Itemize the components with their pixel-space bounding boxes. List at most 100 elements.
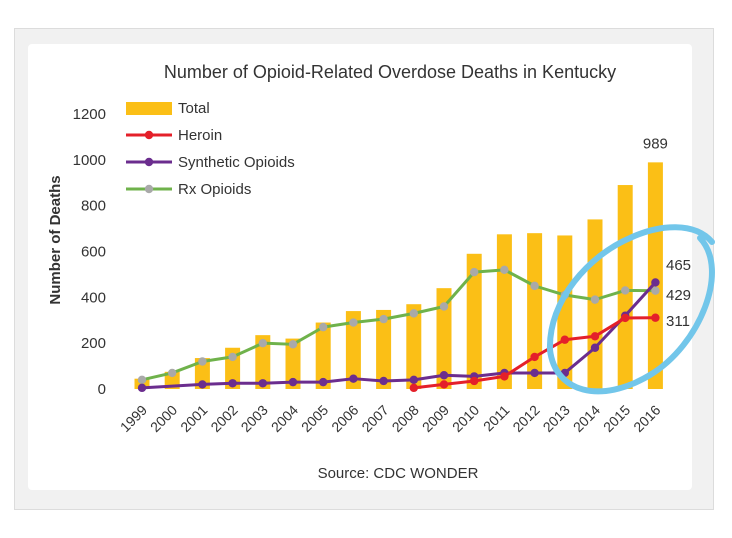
x-tick-label: 2002 (207, 402, 240, 435)
y-tick-label: 600 (81, 244, 106, 261)
legend-label: Rx Opioids (178, 181, 251, 198)
bar-total (587, 219, 603, 389)
point-synthetic-opioids (530, 368, 539, 378)
point-rx-opioids (137, 375, 147, 385)
point-heroin (530, 352, 539, 362)
x-tick-label: 2009 (419, 402, 452, 435)
x-tick-label: 2003 (238, 402, 271, 435)
legend-label: Synthetic Opioids (178, 154, 295, 171)
total-bars (134, 162, 663, 389)
point-rx-opioids (288, 340, 298, 349)
point-heroin (439, 380, 449, 389)
x-tick-label: 2011 (480, 402, 513, 435)
point-rx-opioids (258, 338, 267, 348)
legend-label: Total (178, 100, 210, 117)
legend-marker-synthetic-opioids (144, 157, 154, 167)
point-heroin (651, 313, 660, 322)
data-label: 465 (666, 257, 691, 274)
x-tick-label: 2001 (177, 402, 210, 435)
bar-total (194, 358, 210, 389)
x-tick-label: 2006 (328, 402, 361, 435)
point-synthetic-opioids (137, 383, 147, 393)
point-synthetic-opioids (288, 377, 298, 387)
x-tick-label: 2016 (630, 402, 663, 435)
legend-label: Heroin (178, 127, 222, 144)
x-tick-label: 2005 (298, 402, 331, 435)
annotations: 989 465 429 311 (643, 135, 691, 330)
highlight-circle (546, 224, 715, 395)
bar-total (345, 311, 361, 389)
x-tick-label: 2008 (389, 402, 422, 435)
y-tick-label: 1200 (73, 106, 106, 123)
legend: Total Heroin Synthetic Opioids Rx Opioids (126, 100, 295, 198)
point-synthetic-opioids (319, 377, 328, 387)
point-synthetic-opioids (439, 371, 449, 380)
bar-total (376, 309, 392, 389)
y-axis-ticks: 0 200 400 600 800 1000 1200 (73, 106, 106, 398)
legend-swatch-total (126, 102, 172, 115)
point-rx-opioids (168, 368, 177, 378)
point-synthetic-opioids (379, 376, 388, 386)
y-tick-label: 200 (81, 335, 106, 352)
bar-total (315, 322, 331, 389)
point-synthetic-opioids (651, 278, 660, 287)
bar-total (647, 162, 663, 389)
point-rx-opioids (530, 281, 539, 291)
y-axis-label: Number of Deaths (47, 175, 64, 304)
legend-marker-rx-opioids (144, 184, 154, 194)
point-rx-opioids (621, 286, 630, 295)
line-rx-opioids (141, 268, 656, 382)
x-tick-label: 2004 (268, 402, 301, 435)
bar-total (406, 304, 422, 389)
bar-total (496, 234, 512, 389)
point-heroin (500, 372, 509, 381)
bar-total (255, 335, 271, 389)
point-rx-opioids (500, 265, 509, 275)
point-rx-opioids (349, 318, 358, 327)
x-tick-label: 1999 (117, 402, 150, 435)
y-tick-label: 800 (81, 198, 106, 215)
bar-total (436, 288, 452, 389)
data-label: 989 (643, 135, 668, 152)
point-rx-opioids (470, 267, 479, 277)
point-heroin (560, 335, 569, 344)
x-tick-label: 2013 (540, 402, 573, 435)
point-synthetic-opioids (198, 380, 207, 389)
point-synthetic-opioids (258, 379, 267, 388)
bar-total (466, 253, 482, 389)
data-label: 429 (666, 287, 691, 304)
point-heroin (621, 313, 630, 323)
point-heroin (409, 383, 418, 393)
chart-panel (28, 44, 692, 490)
point-heroin (590, 332, 600, 341)
point-synthetic-opioids (409, 375, 418, 385)
point-synthetic-opioids (590, 343, 600, 352)
data-label: 311 (666, 313, 690, 330)
x-tick-label: 2014 (570, 402, 603, 435)
series-lines (137, 265, 660, 393)
x-tick-label: 2010 (449, 402, 482, 435)
x-tick-label: 2015 (600, 402, 633, 435)
y-tick-label: 400 (81, 289, 106, 306)
bar-total (557, 235, 573, 389)
point-heroin (470, 376, 479, 386)
chart-title: Number of Opioid-Related Overdose Deaths… (164, 62, 616, 82)
bar-total (527, 233, 543, 389)
bar-total (285, 338, 301, 389)
y-tick-label: 0 (98, 381, 106, 398)
legend-marker-heroin (144, 130, 154, 140)
y-tick-label: 1000 (73, 152, 106, 169)
point-rx-opioids (651, 286, 660, 295)
point-rx-opioids (409, 309, 418, 318)
point-rx-opioids (228, 352, 237, 362)
x-tick-label: 2012 (509, 402, 542, 435)
point-synthetic-opioids (228, 379, 237, 388)
point-rx-opioids (590, 295, 600, 304)
point-rx-opioids (439, 302, 449, 311)
x-tick-label: 2007 (358, 402, 391, 435)
point-rx-opioids (198, 357, 207, 366)
x-tick-label: 2000 (147, 402, 180, 435)
source-text: Source: CDC WONDER (318, 465, 479, 482)
x-axis-ticks: 1999200020012002200320042005200620072008… (117, 402, 664, 435)
